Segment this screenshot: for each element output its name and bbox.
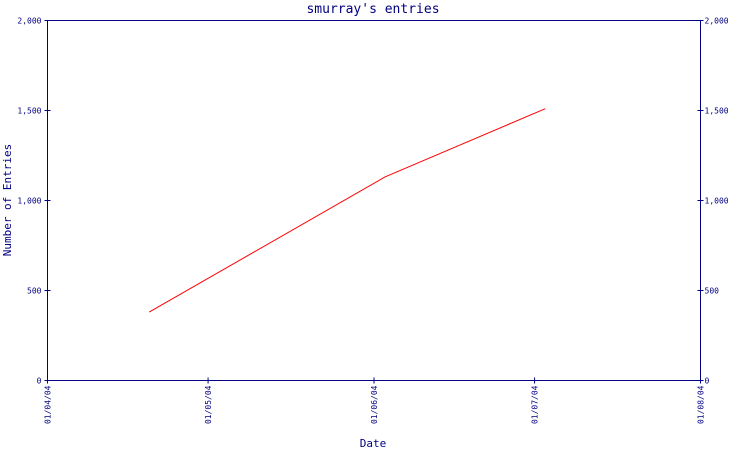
y-tick-label-left: 2,000 — [17, 17, 41, 26]
x-axis-label: Date — [360, 437, 387, 450]
y-tick-label-right: 0 — [705, 377, 710, 386]
y-tick-label-left: 500 — [27, 287, 42, 296]
series-line — [148, 108, 546, 313]
y-axis-left-tick-labels: 0 500 1,000 1,500 2,000 — [17, 17, 41, 386]
series-layer — [148, 108, 546, 313]
y-tick-label-left: 0 — [37, 377, 42, 386]
y-axis-label: Number of Entries — [1, 144, 14, 257]
y-tick-label-right: 1,500 — [705, 107, 729, 116]
x-tick-label: 01/06/04 — [370, 385, 379, 424]
x-tick-label: 01/05/04 — [204, 385, 213, 424]
chart-title: smurray's entries — [306, 2, 439, 17]
y-tick-label-right: 500 — [705, 287, 720, 296]
y-axis-right-tick-labels: 0 500 1,000 1,500 2,000 — [705, 17, 729, 386]
x-tick-label: 01/08/04 — [697, 385, 706, 424]
x-tick-label: 01/04/04 — [44, 385, 53, 424]
y-tick-label-left: 1,500 — [17, 107, 41, 116]
y-tick-label-left: 1,000 — [17, 197, 41, 206]
y-tick-label-right: 2,000 — [705, 17, 729, 26]
x-tick-label: 01/07/04 — [531, 385, 540, 424]
y-tick-label-right: 1,000 — [705, 197, 729, 206]
plot-frame — [47, 20, 701, 381]
axis-ticks — [44, 20, 704, 384]
x-axis-tick-labels: 01/04/04 01/05/04 01/06/04 01/07/04 01/08/04 — [44, 385, 706, 424]
